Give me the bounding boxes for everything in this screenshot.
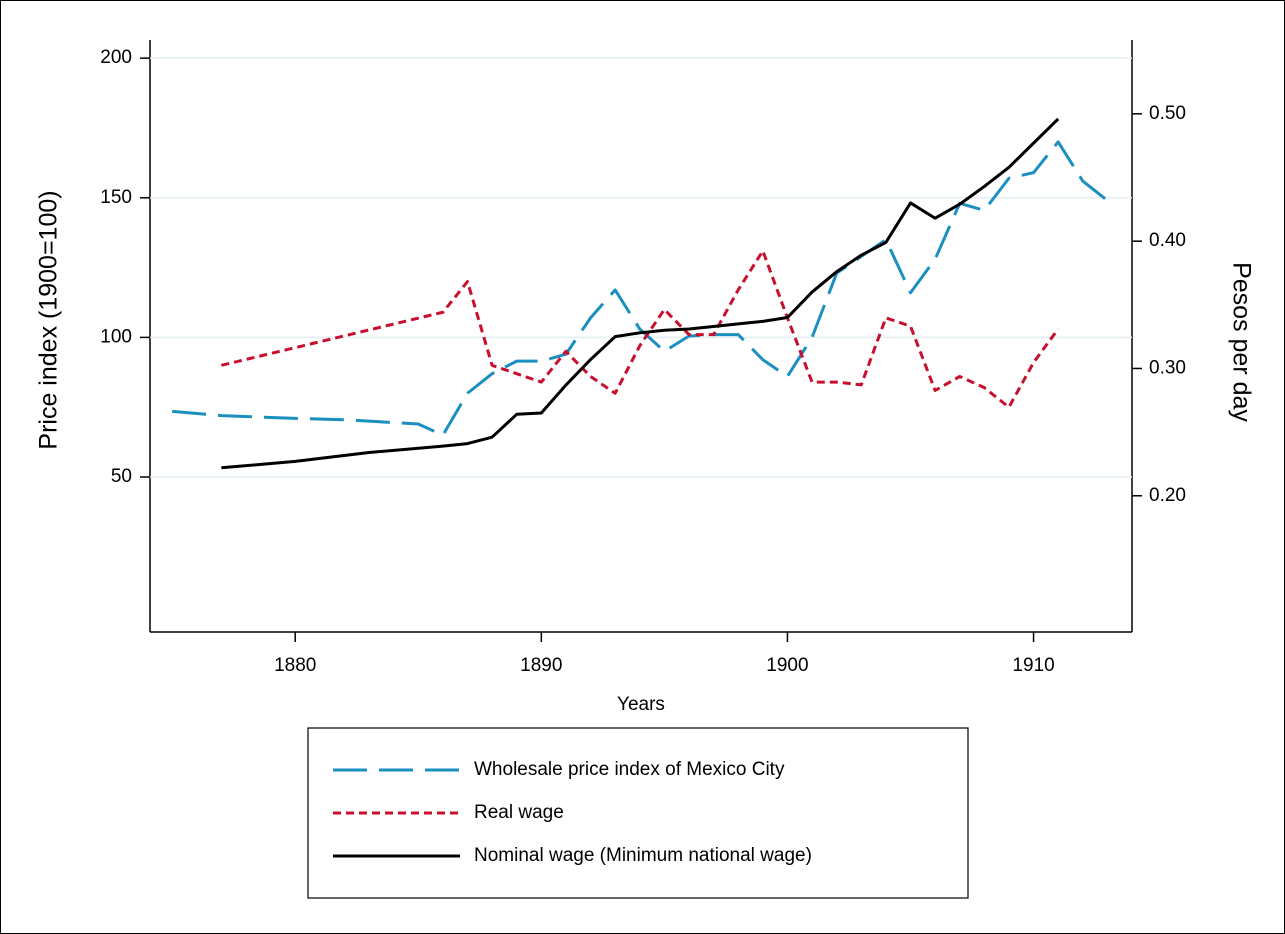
x-axis-title: Years — [617, 694, 665, 715]
y-tick-label: 50 — [111, 466, 132, 487]
series-line — [221, 117, 1060, 470]
y2-tick-label: 0.50 — [1149, 103, 1186, 124]
y2-tick-label: 0.30 — [1149, 357, 1186, 378]
series-line — [221, 249, 1060, 409]
x-tick-label: 1890 — [520, 655, 562, 676]
x-tick-label: 1880 — [274, 655, 316, 676]
y2-tick-label: 0.40 — [1149, 230, 1186, 251]
legend-label: Nominal wage (Minimum national wage) — [474, 845, 812, 866]
y2-tick-label: 0.20 — [1149, 485, 1186, 506]
series-line — [172, 140, 1109, 437]
legend-label: Wholesale price index of Mexico City — [474, 759, 785, 780]
y-tick-label: 150 — [100, 187, 132, 208]
y2-axis-title: Pesos per day — [1227, 262, 1255, 422]
y-tick-label: 200 — [100, 47, 132, 68]
x-tick-label: 1910 — [1012, 655, 1054, 676]
x-tick-label: 1900 — [766, 655, 808, 676]
legend-label: Real wage — [474, 802, 564, 823]
legend — [307, 727, 969, 899]
y-axis-title: Price index (1900=100) — [35, 190, 63, 449]
y-tick-label: 100 — [100, 326, 132, 347]
